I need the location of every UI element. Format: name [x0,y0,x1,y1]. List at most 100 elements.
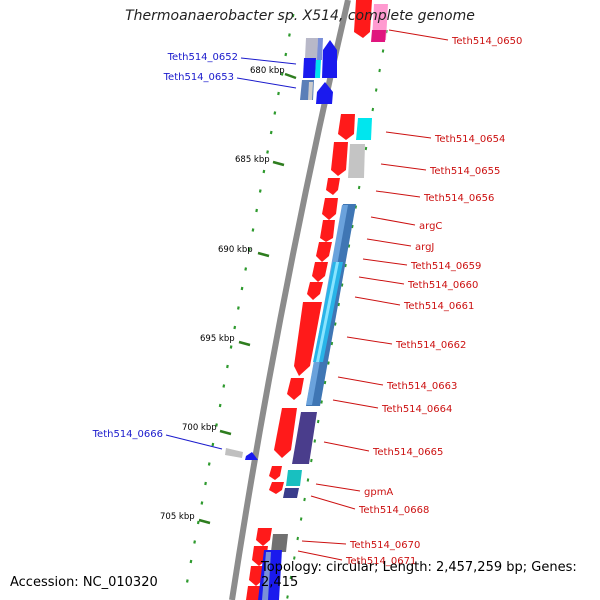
track-dot [374,88,378,92]
gene-feature [312,262,328,282]
leader-line [297,550,343,561]
accession-text: Accession: NC_010320 [10,575,158,590]
track-dot [337,302,340,307]
gene-label: argC [419,221,442,232]
tick-label: 700 kbp [182,423,217,433]
gene-feature [316,82,333,104]
leader-line [337,376,384,386]
gene-feature [256,528,272,546]
track-dot [207,462,211,466]
gene-feature [246,586,262,600]
position-ticks: 680 kbp 685 kbp 690 kbp 695 kbp 700 kbp 705 k… [160,66,297,525]
track-dot [226,364,229,369]
track-dot [200,501,204,505]
gene-label: Teth514_0653 [163,72,234,83]
leader-line [332,399,379,409]
gene-label: Teth514_0670 [349,540,420,551]
track-dot [296,536,300,541]
track-dot [269,130,273,135]
track-dot [185,579,189,583]
track-dot [237,306,240,310]
track-dot [288,33,291,37]
tick-mark [238,340,251,347]
track-dot [240,286,244,291]
gene-feature [322,40,337,78]
track-dot [344,263,347,268]
track-dot [327,361,330,365]
genome-backbone [226,0,354,600]
tick-label: 680 kbp [250,66,285,76]
track-dot [371,107,375,112]
gene-label: Teth514_0662 [395,340,466,351]
track-dot [251,228,255,232]
track-dot [330,341,334,346]
track-dot [233,325,237,330]
track-dot [222,384,226,388]
tick-mark [272,160,285,167]
gene-feature [308,82,313,100]
gene-feature [317,38,323,60]
track-dot [255,208,258,213]
track-dot [218,403,222,408]
track-dot [277,91,280,96]
track-dot [303,497,306,502]
track-dot [340,283,344,287]
track-dot [262,169,266,174]
track-dot [196,520,200,525]
gene-feature [294,302,322,376]
leader-line [385,131,432,139]
track-dot [244,267,248,271]
track-dot [316,419,320,424]
leader-line [388,29,449,41]
gene-feature [348,144,365,178]
gene-label: Teth514_0665 [372,447,443,458]
gene-label: Teth514_0659 [410,261,481,272]
track-dot [247,247,251,252]
track-dot [286,595,289,599]
tick-label: 685 kbp [235,155,270,165]
track-dot [357,185,361,190]
track-dot [323,380,327,385]
leader-line [366,238,412,247]
gene-label: Teth514_0656 [423,193,494,204]
gene-labels: Teth514_0650 Teth514_0652 Teth514_0653 Teth… [92,36,523,567]
track-dot [258,189,262,193]
track-dot [280,72,284,76]
track-dot [215,423,218,427]
track-dot [229,345,233,349]
leader-line [323,441,370,452]
track-dot [293,556,296,560]
track-dot [299,517,303,521]
track-dot [333,322,337,326]
gene-feature [316,242,332,262]
gene-label: Teth514_0661 [403,301,474,312]
gene-feature [307,282,323,300]
tick-mark [257,251,270,258]
leader-line [354,296,401,306]
gene-label: Teth514_0664 [381,404,452,415]
track-dot [347,244,351,248]
tick-label: 690 kbp [218,245,253,255]
track-dot [320,400,323,404]
track-dot [189,559,193,564]
leader-line [315,483,361,492]
leader-line [346,336,393,345]
gene-label: Teth514_0660 [407,280,478,291]
leader-line [375,190,421,198]
track-dot [381,49,385,53]
gene-feature [269,466,282,480]
gene-label: Teth514_0668 [358,505,429,516]
leader-line [358,276,405,285]
track-dot [284,52,288,57]
gene-label: Teth514_0663 [386,381,457,392]
track-dot [378,68,381,73]
gene-label: Teth514_0666 [92,429,163,440]
track-dot [193,540,197,544]
track-dot [354,205,358,209]
tick-mark [284,72,297,80]
gene-label: Teth514_0654 [434,134,505,145]
backbone-line [229,0,351,600]
track-dot [211,442,215,447]
gene-feature [320,220,335,242]
